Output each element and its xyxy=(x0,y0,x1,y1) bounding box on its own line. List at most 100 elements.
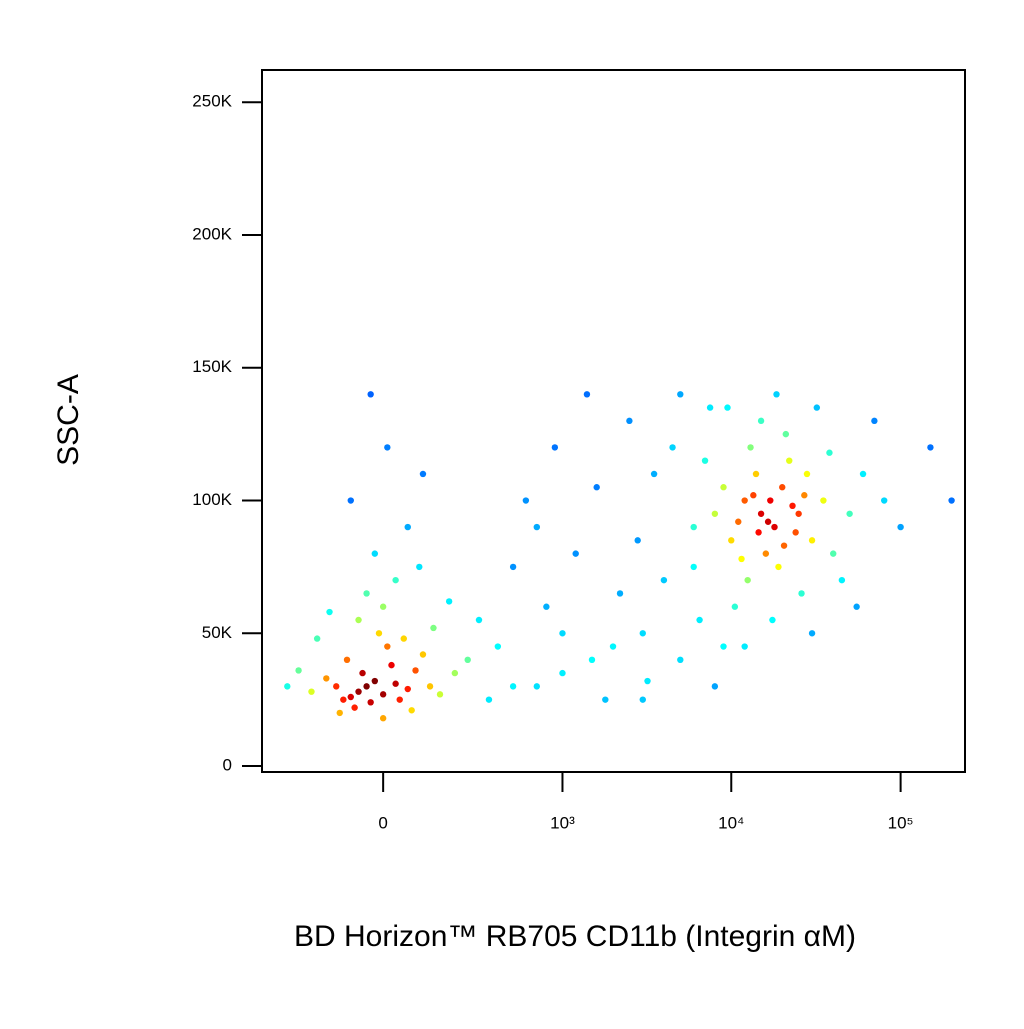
event-dot xyxy=(533,683,541,690)
event-dot xyxy=(795,510,802,517)
event-dot xyxy=(522,497,530,504)
event-dot xyxy=(690,563,697,571)
plot-frame xyxy=(261,69,966,773)
event-dot xyxy=(786,457,793,464)
event-dot xyxy=(313,635,321,642)
event-dot xyxy=(451,669,459,677)
event-dot xyxy=(741,497,748,504)
event-dot xyxy=(551,444,559,451)
event-dot xyxy=(826,449,833,456)
event-dot xyxy=(626,417,633,425)
event-dot xyxy=(780,542,788,549)
event-dot xyxy=(741,643,748,650)
y-tick-label: 0 xyxy=(223,756,232,775)
event-dot xyxy=(706,404,714,411)
event-dot xyxy=(644,677,651,685)
event-dot xyxy=(871,417,878,425)
event-dot xyxy=(690,523,697,531)
event-dot xyxy=(609,643,617,650)
event-dot xyxy=(775,563,782,571)
event-dot xyxy=(838,576,846,584)
y-tick-label: 100K xyxy=(192,490,232,509)
event-dot xyxy=(308,688,315,695)
event-dot xyxy=(880,497,888,504)
event-dot xyxy=(485,696,493,703)
event-dot xyxy=(379,715,387,722)
event-dot xyxy=(363,683,370,690)
x-tick-label: 10⁴ xyxy=(718,813,744,832)
event-dot xyxy=(559,630,566,637)
event-dot xyxy=(384,643,391,650)
event-dot xyxy=(355,616,362,624)
event-dot xyxy=(773,391,780,398)
event-dot xyxy=(396,696,403,703)
event-dot xyxy=(789,502,796,510)
event-dot xyxy=(927,444,934,451)
event-dot xyxy=(747,444,754,451)
event-dot xyxy=(696,616,703,624)
event-dot xyxy=(419,651,427,658)
event-dot xyxy=(392,680,399,687)
event-dot xyxy=(363,590,370,597)
event-dot xyxy=(779,484,786,491)
event-dot xyxy=(859,470,867,478)
event-dot xyxy=(750,492,757,499)
event-dot xyxy=(284,683,291,690)
event-dot xyxy=(769,616,776,624)
event-dot xyxy=(602,696,609,703)
event-dot xyxy=(616,590,624,597)
event-dot xyxy=(639,696,646,703)
event-dot xyxy=(408,707,415,714)
event-dot xyxy=(720,484,727,491)
event-dot xyxy=(379,691,387,698)
event-dot xyxy=(792,529,799,536)
y-axis-label: SSC-A xyxy=(52,374,85,466)
event-dot xyxy=(340,696,347,703)
event-dot xyxy=(533,523,541,531)
event-dot xyxy=(388,661,395,669)
event-dot xyxy=(323,675,330,682)
x-tick-label: 10³ xyxy=(550,813,575,832)
event-dot xyxy=(853,603,860,610)
event-dot xyxy=(379,603,387,610)
event-dot xyxy=(583,391,591,398)
event-dot xyxy=(744,576,751,584)
y-tick-label: 200K xyxy=(192,224,232,243)
event-dot xyxy=(677,656,684,664)
event-dot xyxy=(782,430,790,438)
event-dot xyxy=(808,537,816,544)
event-dot xyxy=(948,497,955,504)
y-tick-label: 50K xyxy=(202,623,233,642)
event-dot xyxy=(430,624,437,632)
event-dot xyxy=(735,518,742,525)
event-dot xyxy=(798,590,805,597)
event-dot xyxy=(436,691,444,698)
x-tick-label: 0 xyxy=(378,813,387,832)
event-dot xyxy=(660,576,668,584)
event-dot xyxy=(375,630,383,637)
event-dot xyxy=(416,563,423,571)
event-dot xyxy=(757,510,765,517)
event-dot xyxy=(820,497,827,504)
event-dot xyxy=(846,510,853,517)
event-dot xyxy=(419,470,427,478)
event-dot xyxy=(803,470,811,478)
event-dot xyxy=(367,699,374,706)
event-dot xyxy=(755,529,762,536)
event-dot xyxy=(371,550,379,557)
event-dot xyxy=(639,630,646,637)
event-dot xyxy=(336,709,343,717)
event-dot xyxy=(588,656,596,664)
event-dot xyxy=(669,444,676,451)
event-dot xyxy=(426,683,434,690)
event-dot xyxy=(343,656,351,664)
event-dot xyxy=(351,704,358,711)
event-dot xyxy=(509,563,517,571)
event-dot xyxy=(757,417,765,425)
x-axis-label: BD Horizon™ RB705 CD11b (Integrin αM) xyxy=(294,920,856,953)
event-dot xyxy=(762,550,770,557)
event-dot xyxy=(359,669,366,677)
event-dot xyxy=(509,683,517,690)
